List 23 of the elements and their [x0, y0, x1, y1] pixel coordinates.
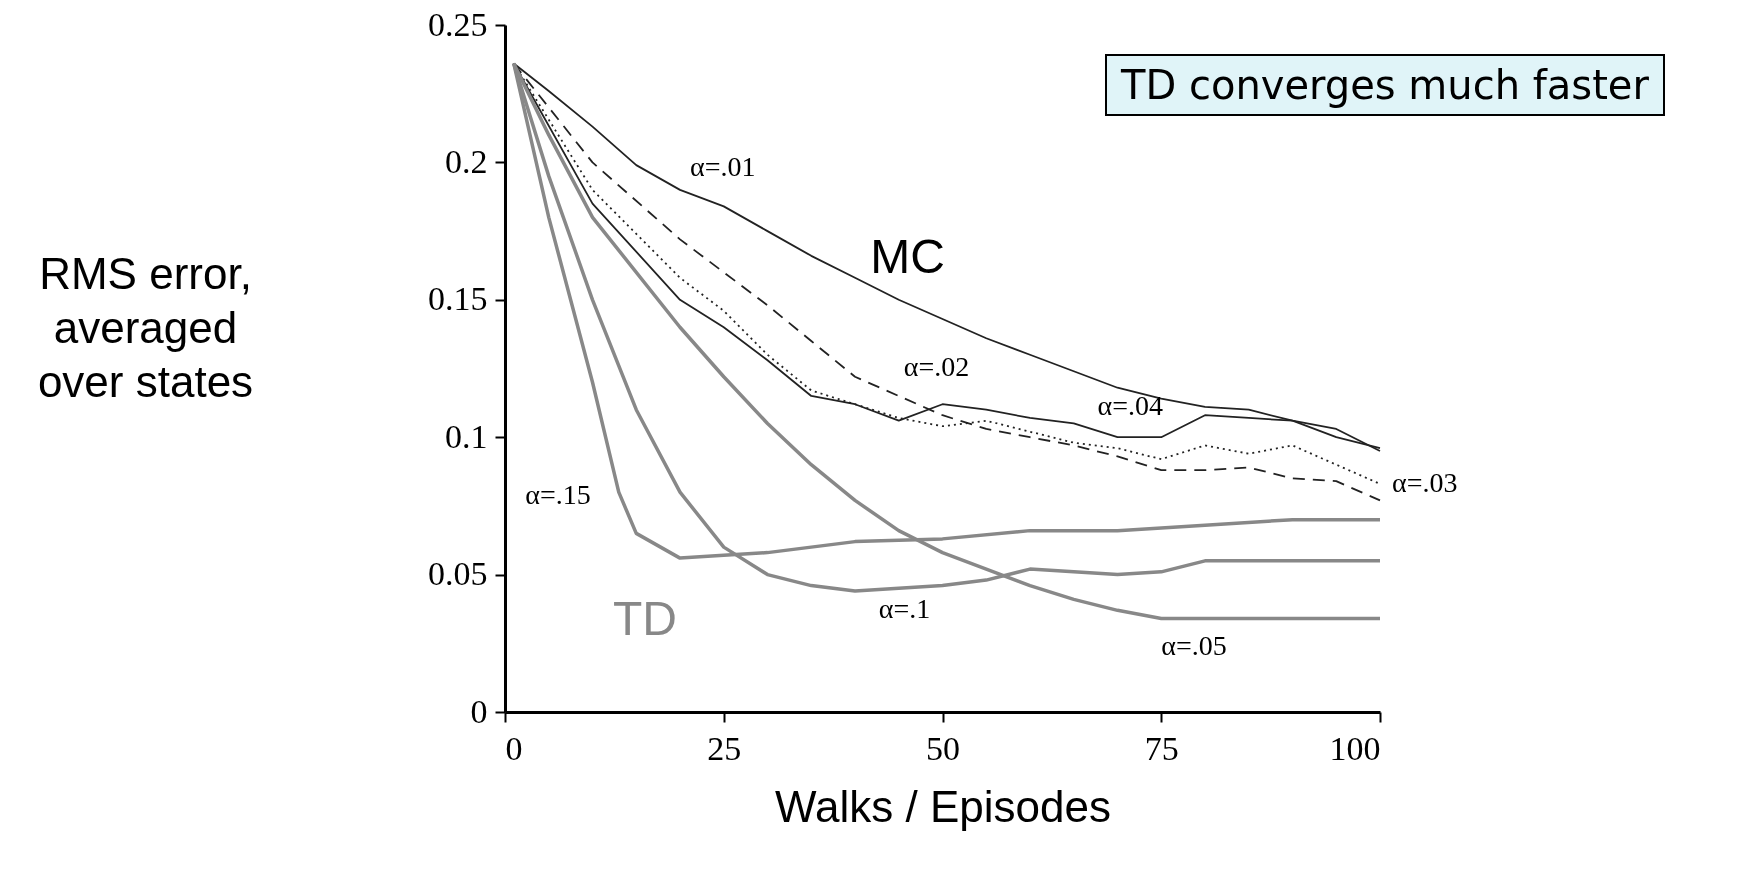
- series-label: α=.03: [1392, 466, 1458, 498]
- series-label: α=.05: [1161, 629, 1227, 661]
- x-tick-label: 100: [1329, 729, 1381, 767]
- series-label: α=.04: [1097, 390, 1163, 422]
- y-tick-label: 0.2: [445, 142, 488, 180]
- x-tick-label: 25: [707, 729, 742, 767]
- series-label: α=.02: [903, 350, 970, 382]
- x-tick-label: 50: [926, 729, 960, 767]
- x-tick-label: 0: [505, 729, 523, 767]
- y-tick-label: 0.1: [445, 417, 488, 455]
- annotation: TD: [613, 592, 677, 646]
- y-tick-label: 0: [470, 692, 488, 730]
- series-label: α=.01: [690, 150, 756, 182]
- y-tick-label: 0.05: [428, 555, 488, 593]
- y-tick-label: 0.15: [428, 280, 488, 318]
- x-axis-title: Walks / Episodes: [775, 781, 1111, 831]
- y-axis-title: RMS error, averaged over states: [37, 248, 254, 406]
- x-tick-label: 75: [1144, 729, 1179, 767]
- y-tick-label: 0.25: [428, 5, 488, 43]
- annotation: MC: [870, 229, 945, 283]
- series-label: α=.15: [525, 479, 591, 511]
- series-label: α=.1: [878, 593, 931, 625]
- annotation: TD converges much faster: [1105, 54, 1665, 116]
